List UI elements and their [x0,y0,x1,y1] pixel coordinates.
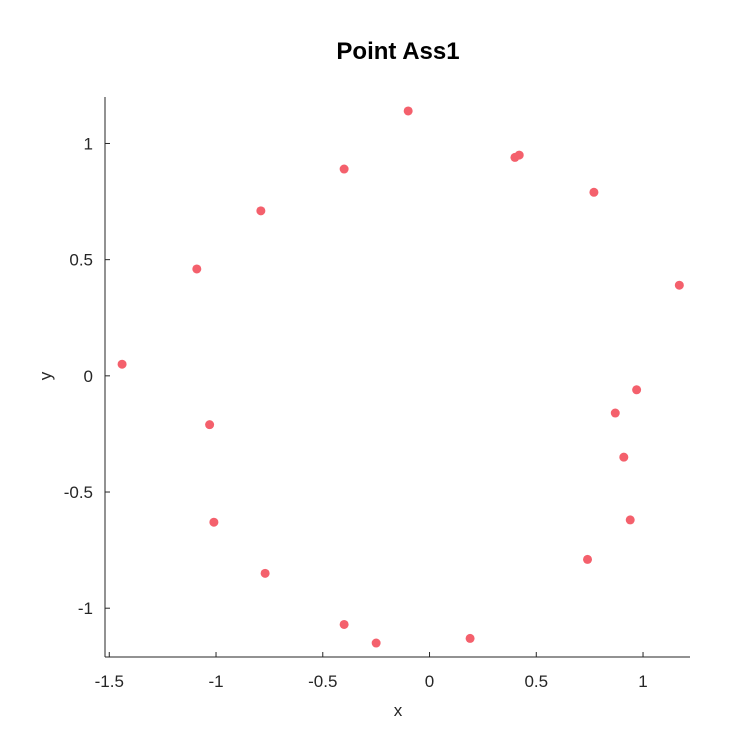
x-tick-label: -1.5 [95,672,124,691]
y-tick-label: 1 [84,134,93,153]
data-point [256,206,266,216]
y-tick-label: -1 [78,599,93,618]
data-point [674,280,684,290]
data-point [619,452,629,462]
data-point [465,633,475,643]
y-ticks: -1 -0.5 0 0.5 1 [64,134,110,618]
x-tick-label: 0 [425,672,434,691]
data-point [632,385,642,395]
data-point [339,164,349,174]
chart-title: Point Ass1 [336,38,459,65]
y-tick-label: 0 [84,367,93,386]
x-ticks: -1.5 -1 -0.5 0 0.5 1 [95,652,648,691]
data-point [192,264,202,274]
x-tick-label: 0.5 [524,672,548,691]
y-axis-label: y [36,371,55,380]
data-point [514,150,524,160]
data-point [209,517,219,527]
x-tick-label: 1 [638,672,647,691]
axes [104,97,690,658]
y-tick-label: -0.5 [64,483,93,502]
data-point [205,420,215,430]
data-point [583,554,593,564]
data-point [339,619,349,629]
data-point [117,359,127,369]
data-point [371,638,381,648]
x-axis-label: x [394,701,403,720]
data-point [589,187,599,197]
data-point [260,568,270,578]
data-point [610,408,620,418]
data-points [117,106,684,648]
data-point [403,106,413,116]
y-tick-label: 0.5 [69,251,93,270]
x-tick-label: -0.5 [308,672,337,691]
data-point [625,515,635,525]
x-tick-label: -1 [208,672,223,691]
